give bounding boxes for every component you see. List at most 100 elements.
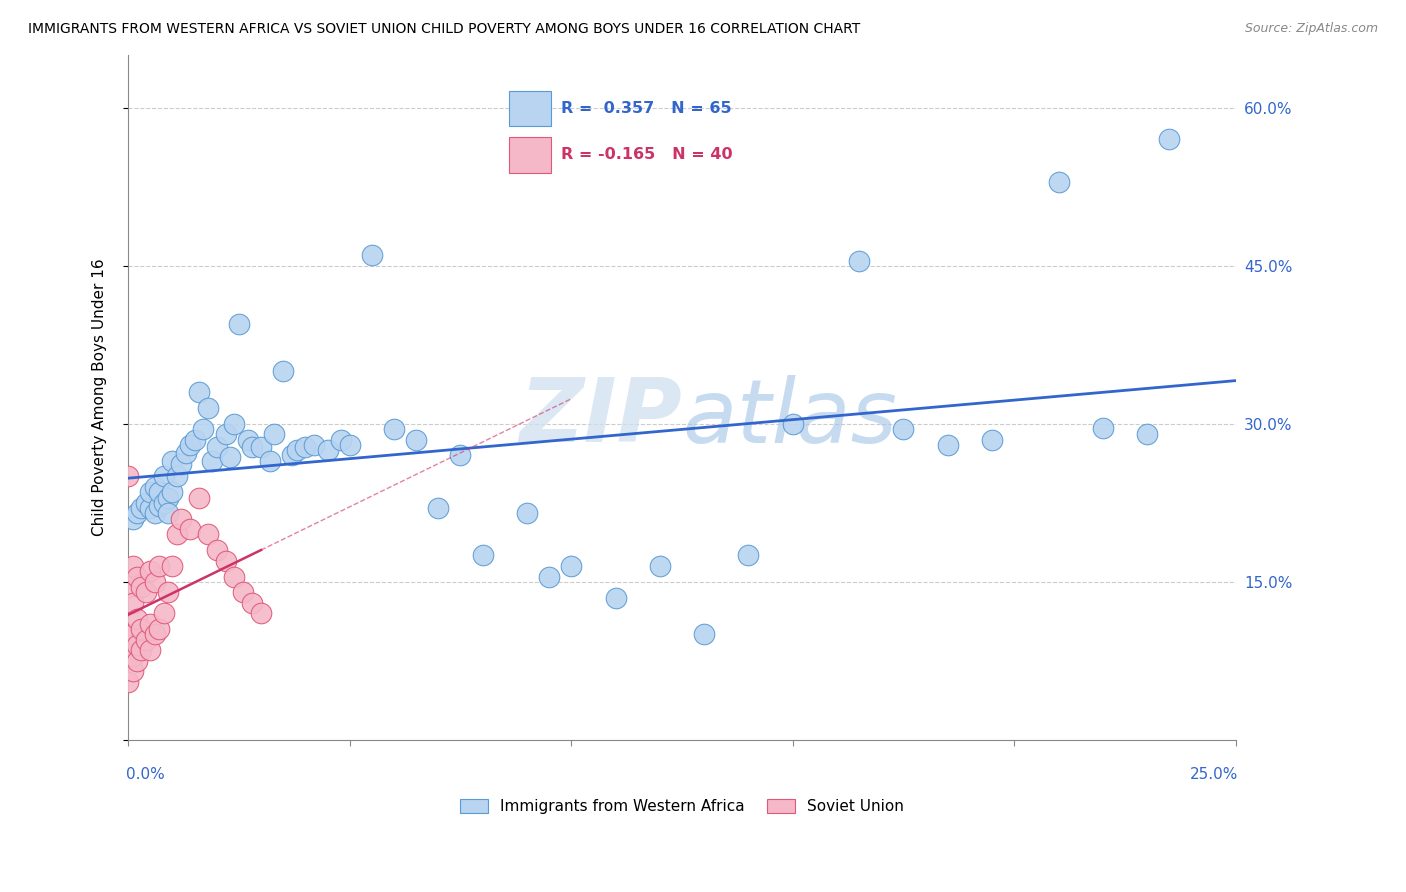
Point (135, 632, 157, 647)
Point (240, 596, 263, 610)
Point (294, 440, 316, 454)
Text: 25.0%: 25.0% (1189, 767, 1237, 782)
Point (405, 433, 427, 447)
Point (205, 543, 228, 558)
Point (143, 480, 166, 494)
Legend: Immigrants from Western Africa, Soviet Union: Immigrants from Western Africa, Soviet U… (460, 798, 904, 814)
Point (157, 491, 180, 505)
Point (152, 607, 174, 621)
Point (516, 506, 538, 520)
Point (148, 485, 170, 500)
Point (131, 622, 153, 636)
Point (117, 648, 139, 663)
FancyBboxPatch shape (509, 136, 551, 173)
Point (148, 559, 170, 574)
Point (143, 506, 166, 520)
Point (648, 559, 671, 574)
Point (1091, 421, 1114, 435)
Point (339, 438, 361, 452)
FancyBboxPatch shape (509, 91, 551, 127)
Point (981, 433, 1004, 447)
Point (848, 253, 870, 268)
Point (605, 591, 627, 605)
Point (121, 559, 143, 574)
Point (936, 438, 959, 452)
Point (219, 450, 242, 465)
Point (131, 580, 153, 594)
Point (135, 585, 157, 599)
Text: IMMIGRANTS FROM WESTERN AFRICA VS SOVIET UNION CHILD POVERTY AMONG BOYS UNDER 16: IMMIGRANTS FROM WESTERN AFRICA VS SOVIET… (28, 22, 860, 37)
Point (285, 443, 308, 458)
Point (121, 511, 143, 525)
Point (143, 574, 166, 589)
Point (427, 501, 450, 516)
Point (281, 449, 304, 463)
Point (121, 596, 143, 610)
Point (166, 527, 188, 541)
Point (214, 427, 236, 442)
Point (139, 485, 162, 500)
Point (183, 433, 205, 447)
Point (148, 622, 170, 636)
Text: R = -0.165   N = 40: R = -0.165 N = 40 (561, 147, 733, 162)
Point (139, 501, 162, 516)
Point (360, 248, 382, 262)
Point (693, 627, 716, 641)
Point (174, 446, 197, 460)
Point (143, 627, 166, 641)
Point (188, 385, 211, 400)
Point (125, 612, 148, 626)
Point (117, 580, 139, 594)
Point (157, 506, 180, 520)
Text: ZIP: ZIP (519, 375, 682, 461)
Text: atlas: atlas (682, 375, 897, 461)
Text: R =  0.357   N = 65: R = 0.357 N = 65 (561, 101, 731, 116)
Point (240, 440, 263, 454)
Point (179, 522, 201, 536)
Point (125, 569, 148, 583)
Point (228, 317, 250, 331)
Point (302, 438, 325, 452)
Point (117, 627, 139, 641)
Point (560, 559, 582, 574)
Y-axis label: Child Poverty Among Boys Under 16: Child Poverty Among Boys Under 16 (93, 259, 107, 536)
Point (250, 440, 273, 454)
Point (197, 527, 219, 541)
Point (893, 422, 915, 436)
Point (139, 643, 162, 657)
Point (170, 457, 193, 471)
Point (139, 616, 162, 631)
Point (162, 559, 184, 574)
Point (135, 496, 157, 510)
Point (271, 364, 294, 378)
Point (224, 417, 246, 431)
Point (139, 564, 162, 578)
Point (224, 569, 246, 583)
Point (782, 417, 804, 431)
Point (131, 501, 153, 516)
Point (236, 433, 259, 447)
Point (166, 469, 188, 483)
Point (1047, 175, 1070, 189)
Point (449, 449, 471, 463)
Point (121, 627, 143, 641)
Point (117, 469, 139, 483)
Point (162, 485, 184, 500)
Point (131, 643, 153, 657)
Point (170, 511, 193, 525)
Point (316, 443, 339, 458)
Point (263, 427, 285, 442)
Text: Source: ZipAtlas.com: Source: ZipAtlas.com (1244, 22, 1378, 36)
Point (152, 496, 174, 510)
Point (232, 585, 254, 599)
Point (382, 422, 405, 436)
Point (152, 469, 174, 483)
Point (157, 585, 180, 599)
Point (179, 438, 201, 452)
Point (125, 638, 148, 652)
Point (121, 648, 143, 663)
Point (250, 607, 273, 621)
Point (1159, 132, 1181, 146)
Point (1136, 427, 1159, 442)
Point (125, 506, 148, 520)
